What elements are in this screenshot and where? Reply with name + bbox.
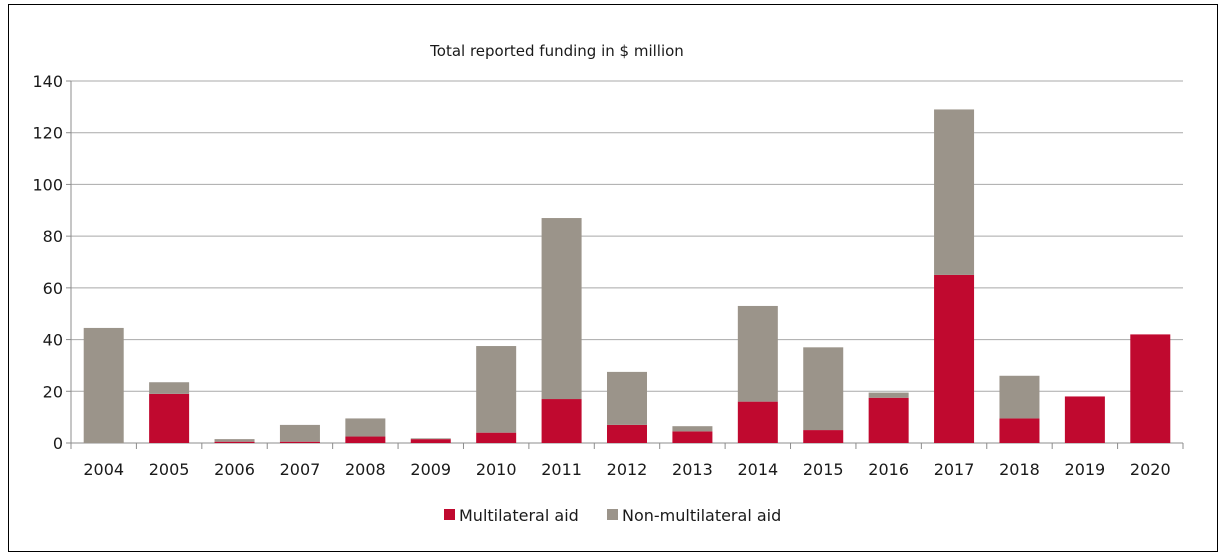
x-tick-label-2013: 2013 [672, 460, 713, 479]
x-tick-label-2019: 2019 [1065, 460, 1106, 479]
bar-non-multilateral-2013 [672, 426, 713, 432]
x-tick-label-2004: 2004 [83, 460, 124, 479]
y-tick-label: 40 [43, 331, 63, 350]
y-tick-label: 60 [43, 279, 63, 298]
bar-non-multilateral-2010 [476, 346, 517, 433]
x-tick-label-2016: 2016 [868, 460, 909, 479]
y-tick-label: 20 [43, 382, 63, 401]
legend-label-multilateral: Multilateral aid [459, 506, 579, 525]
x-tick-label-2017: 2017 [934, 460, 975, 479]
y-tick-label: 120 [32, 124, 63, 143]
x-tick-label-2012: 2012 [607, 460, 648, 479]
x-tick-label-2020: 2020 [1130, 460, 1171, 479]
bar-multilateral-2015 [803, 430, 844, 443]
bar-multilateral-2017 [934, 274, 975, 443]
x-tick-label-2015: 2015 [803, 460, 844, 479]
legend-swatch-non-multilateral [607, 509, 618, 520]
bar-non-multilateral-2015 [803, 347, 844, 431]
bar-non-multilateral-2007 [279, 424, 320, 442]
bar-multilateral-2006 [214, 441, 255, 443]
bar-non-multilateral-2016 [868, 392, 909, 398]
bar-multilateral-2008 [345, 436, 386, 443]
bar-multilateral-2014 [737, 401, 778, 443]
bar-non-multilateral-2005 [149, 382, 190, 394]
x-tick-label-2018: 2018 [999, 460, 1040, 479]
y-axis-ticks: 0 20 40 60 80 100 120 140 [32, 72, 63, 453]
bar-multilateral-2020 [1130, 334, 1171, 443]
bar-non-multilateral-2008 [345, 418, 386, 437]
bar-non-multilateral-2017 [934, 109, 975, 275]
bar-non-multilateral-2011 [541, 218, 582, 400]
y-tick-label: 100 [32, 175, 63, 194]
bar-non-multilateral-2012 [607, 371, 647, 425]
bar-non-multilateral-2004 [83, 327, 124, 443]
x-tick-label-2006: 2006 [214, 460, 255, 479]
x-tick-label-2011: 2011 [541, 460, 582, 479]
bar-multilateral-2013 [672, 431, 713, 443]
x-tick-label-2008: 2008 [345, 460, 386, 479]
y-tick-label: 140 [32, 72, 63, 91]
legend-label-non-multilateral: Non-multilateral aid [622, 506, 781, 525]
x-tick-label-2007: 2007 [280, 460, 321, 479]
gridlines [66, 80, 1183, 444]
bar-multilateral-2012 [607, 424, 647, 443]
bar-multilateral-2007 [279, 441, 320, 443]
x-axis-ticks: 2004 2005 2006 2007 2008 2009 2010 2011 2012 2013… [70, 443, 1184, 479]
y-tick-label: 80 [43, 227, 63, 246]
bar-non-multilateral-2006 [214, 439, 255, 442]
x-tick-label-2009: 2009 [410, 460, 451, 479]
bar-multilateral-2010 [476, 432, 517, 443]
bar-non-multilateral-2009 [410, 438, 451, 440]
bar-multilateral-2018 [999, 418, 1040, 443]
x-tick-label-2014: 2014 [737, 460, 778, 479]
x-tick-label-2005: 2005 [149, 460, 190, 479]
legend: Multilateral aid Non-multilateral aid [444, 506, 781, 525]
y-tick-label: 0 [53, 434, 63, 453]
chart-frame [8, 4, 1218, 552]
bar-multilateral-2005 [149, 393, 190, 443]
bar-multilateral-2019 [1064, 396, 1105, 443]
x-tick-label-2010: 2010 [476, 460, 517, 479]
bar-multilateral-2009 [410, 439, 451, 443]
bar-non-multilateral-2014 [737, 305, 778, 402]
bar-multilateral-2016 [868, 397, 909, 443]
legend-swatch-multilateral [444, 509, 455, 520]
bar-multilateral-2011 [541, 399, 582, 443]
bar-non-multilateral-2018 [999, 375, 1040, 419]
bars [83, 109, 1171, 443]
chart-title: Total reported funding in $ million [429, 42, 684, 60]
